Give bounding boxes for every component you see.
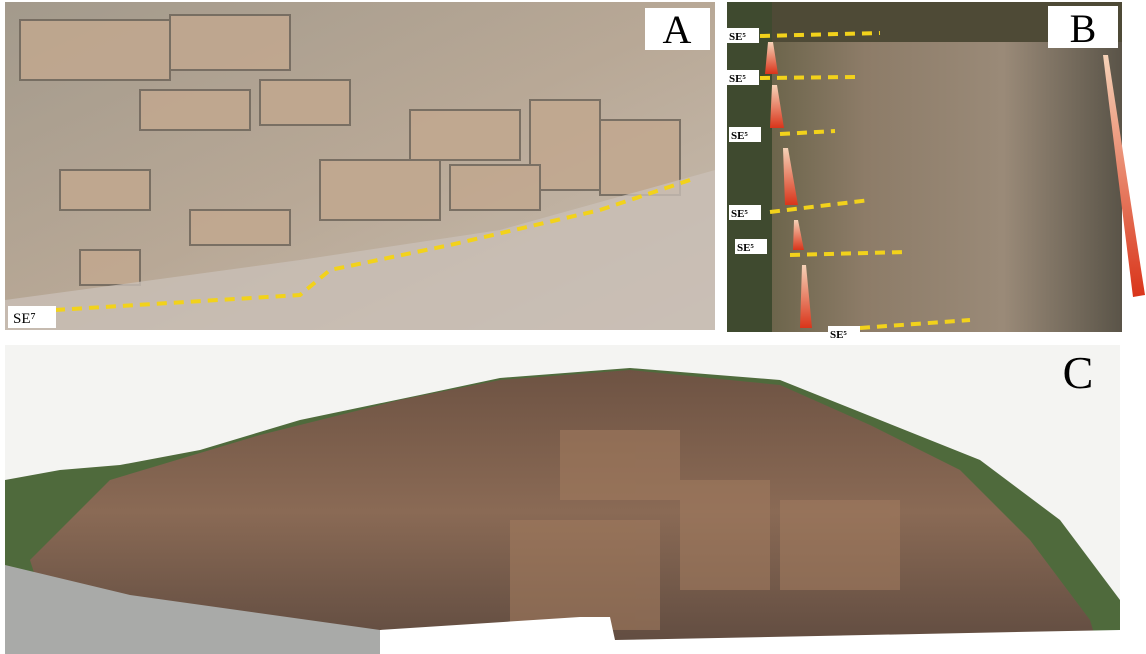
annotation: SE⁵ [731, 208, 748, 220]
boundary-lines [759, 31, 971, 330]
annotation: SE⁵ [737, 242, 754, 254]
vegetation [727, 2, 772, 332]
panel-label: C [1063, 347, 1094, 398]
panel-label: B [1070, 6, 1097, 51]
rock-blocks [510, 430, 900, 630]
scree [5, 170, 715, 330]
image-seam [380, 617, 1120, 654]
label-box [8, 306, 56, 328]
photo-b [727, 2, 1122, 332]
panel-c: C [5, 345, 1120, 654]
label-box [1048, 6, 1118, 48]
panel-b: B SE⁵ SE⁵ SE⁵ SE⁵ SE⁵ SE⁵ [727, 2, 1145, 341]
label-box [645, 8, 710, 50]
annotation: SE⁵ [729, 73, 746, 85]
annotation: SE⁵ [830, 329, 847, 341]
rock-blocks [19, 14, 681, 286]
fining-triangles [765, 42, 1145, 328]
panel-a: A SE⁷ [5, 2, 715, 330]
boundary-line [54, 178, 691, 312]
annotation: SE⁷ [13, 311, 36, 327]
annotations: SE⁵ SE⁵ SE⁵ SE⁵ SE⁵ SE⁵ [727, 28, 860, 341]
road [5, 565, 380, 654]
annotation: SE⁵ [729, 31, 746, 43]
annotation: SE⁵ [731, 130, 748, 142]
panel-label: A [663, 7, 692, 52]
